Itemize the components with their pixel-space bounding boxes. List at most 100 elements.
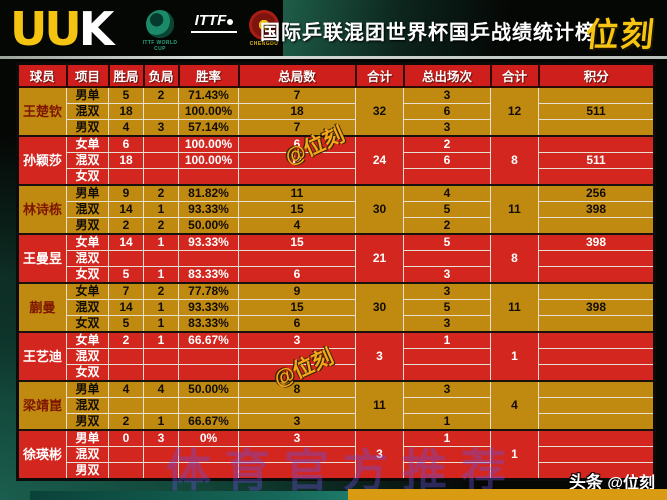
appearances-cell: 3 xyxy=(403,315,491,333)
points-cell xyxy=(538,266,655,284)
wins-cell: 5 xyxy=(108,86,144,104)
player-name-cell: 梁靖崑 xyxy=(17,380,67,431)
column-header-9: 积分 xyxy=(537,62,656,88)
stats-table: 球员 项目 胜局 负局 胜率 总局数 合计 总出场次 合计 积分 王楚钦 男单 5 2 71.43% 7 32… xyxy=(16,62,656,481)
appearances-cell xyxy=(403,397,491,414)
event-cell: 混双 xyxy=(66,446,109,463)
table-row: 混双 xyxy=(18,446,655,463)
table-row: 女双 xyxy=(18,364,655,382)
event-cell: 男双 xyxy=(66,119,109,137)
title-background-gradient xyxy=(283,0,541,57)
total-games-cell xyxy=(238,168,356,186)
appearances-subtotal-cell: 8 xyxy=(490,233,539,284)
footer-brand: 头条 @位刻 xyxy=(569,468,655,493)
points-cell xyxy=(538,217,655,235)
wins-cell xyxy=(108,168,144,186)
losses-cell: 3 xyxy=(143,119,179,137)
total-games-cell xyxy=(238,446,356,463)
games-subtotal-cell: 3 xyxy=(355,429,404,480)
event-cell: 混双 xyxy=(66,152,109,169)
wins-cell xyxy=(108,446,144,463)
losses-cell: 1 xyxy=(143,201,179,218)
total-games-cell: 4 xyxy=(238,217,356,235)
uuk-letter: K xyxy=(78,2,115,56)
games-subtotal-cell: 21 xyxy=(355,233,404,284)
bottom-teal-strip xyxy=(30,491,348,500)
appearances-cell xyxy=(403,348,491,365)
event-cell: 男单 xyxy=(66,184,109,202)
win-rate-cell: 83.33% xyxy=(178,315,239,333)
appearances-cell xyxy=(403,446,491,463)
appearances-cell: 3 xyxy=(403,119,491,137)
header-divider xyxy=(0,56,667,59)
win-rate-cell xyxy=(178,250,239,267)
points-cell xyxy=(538,86,655,104)
total-games-cell: 18 xyxy=(238,103,356,120)
appearances-subtotal-cell: 8 xyxy=(490,135,539,186)
ball-icon xyxy=(227,19,234,25)
wins-cell: 14 xyxy=(108,201,144,218)
appearances-cell: 1 xyxy=(403,429,491,447)
points-cell: 398 xyxy=(538,233,655,251)
event-cell: 女单 xyxy=(66,331,109,349)
wins-cell: 18 xyxy=(108,152,144,169)
column-header-6: 合计 xyxy=(354,62,405,88)
points-cell xyxy=(538,397,655,414)
wins-cell: 9 xyxy=(108,184,144,202)
games-subtotal-cell: 11 xyxy=(355,380,404,431)
total-games-cell xyxy=(238,462,356,480)
win-rate-cell: 81.82% xyxy=(178,184,239,202)
points-cell: 256 xyxy=(538,184,655,202)
total-games-cell: 3 xyxy=(238,331,356,349)
losses-cell: 4 xyxy=(143,380,179,398)
table-row: 男双 2 2 50.00% 4 2 xyxy=(18,217,655,235)
win-rate-cell xyxy=(178,462,239,480)
chengdu-emblem-icon xyxy=(249,10,279,40)
event-cell: 女单 xyxy=(66,282,109,300)
losses-cell: 1 xyxy=(143,413,179,431)
win-rate-cell: 66.67% xyxy=(178,413,239,431)
column-header-4: 胜率 xyxy=(177,62,240,88)
win-rate-cell: 100.00% xyxy=(178,103,239,120)
wins-cell: 5 xyxy=(108,266,144,284)
table-row: 林诗栋 男单 9 2 81.82% 11 30 4 11 256 xyxy=(17,184,655,235)
appearances-cell xyxy=(403,462,491,480)
games-subtotal-cell: 3 xyxy=(355,331,404,382)
page-title: 国际乒联混团世界杯国乒战绩统计榜 xyxy=(260,20,596,44)
losses-cell xyxy=(143,103,179,120)
total-games-cell xyxy=(238,397,356,414)
table-row: 混双 xyxy=(18,348,655,365)
wins-cell: 14 xyxy=(108,233,144,251)
event-cell: 女双 xyxy=(66,364,109,382)
appearances-subtotal-cell: 1 xyxy=(490,429,539,480)
total-games-cell: 6 xyxy=(238,266,356,284)
event-cell: 混双 xyxy=(66,348,109,365)
games-subtotal-cell: 30 xyxy=(355,184,404,235)
points-cell xyxy=(538,429,655,447)
player-name-cell: 蒯曼 xyxy=(17,282,67,333)
table-row: 混双 14 1 93.33% 15 5 398 xyxy=(18,299,655,316)
points-cell xyxy=(538,380,655,398)
table-row: 梁靖崑 男单 4 4 50.00% 8 11 3 4 xyxy=(17,380,655,431)
appearances-cell: 2 xyxy=(403,135,491,153)
total-games-cell: 18 xyxy=(238,152,356,169)
games-subtotal-cell: 32 xyxy=(355,86,404,137)
event-cell: 男单 xyxy=(66,429,109,447)
appearances-subtotal-cell: 11 xyxy=(490,184,539,235)
losses-cell xyxy=(143,397,179,414)
appearances-cell xyxy=(403,250,491,267)
uuk-letter: U xyxy=(10,2,47,56)
ittf-logo: ITTF xyxy=(188,13,240,33)
wins-cell xyxy=(108,364,144,382)
ittf-world-cup-logo: ITTF WORLD CUP xyxy=(138,10,182,52)
win-rate-cell: 93.33% xyxy=(178,299,239,316)
appearances-cell xyxy=(403,364,491,382)
uuk-logo: UUK xyxy=(10,2,115,56)
player-name-cell: 徐瑛彬 xyxy=(17,429,67,480)
appearances-subtotal-cell: 1 xyxy=(490,331,539,382)
table-row: 混双 18 100.00% 18 6 511 xyxy=(18,152,655,169)
losses-cell xyxy=(143,168,179,186)
table-row: 王曼昱 女单 14 1 93.33% 15 21 5 8 398 xyxy=(17,233,655,284)
table-row: 孙颖莎 女单 6 100.00% 6 24 2 8 xyxy=(17,135,655,186)
ittf-world-cup-caption: ITTF WORLD CUP xyxy=(142,40,178,52)
